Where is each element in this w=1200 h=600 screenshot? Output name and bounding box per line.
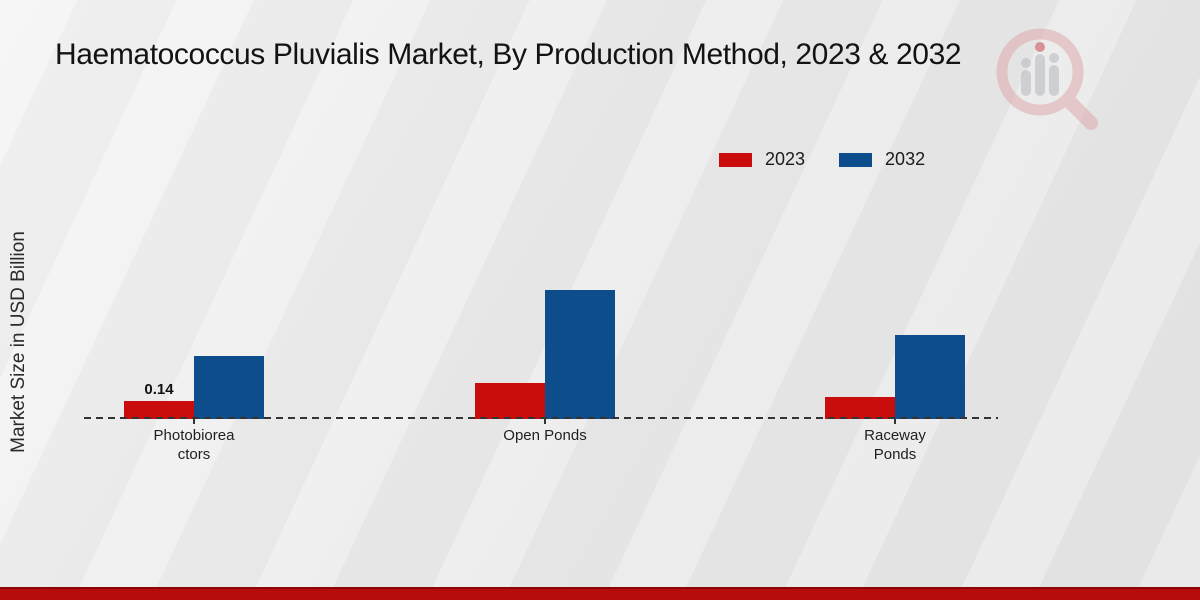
legend: 2023 2032 bbox=[719, 149, 925, 170]
bar-2032-photobioreactors bbox=[194, 356, 264, 419]
bar-2032-open-ponds bbox=[545, 290, 615, 419]
category-label-open-ponds: Open Ponds bbox=[503, 427, 587, 444]
chart-title: Haematococcus Pluvialis Market, By Produ… bbox=[55, 38, 962, 71]
bar-2023-raceway-ponds bbox=[825, 397, 895, 419]
legend-swatch-2023 bbox=[719, 152, 752, 167]
x-axis-tick-photobioreactors bbox=[193, 419, 195, 424]
legend-label-2032: 2032 bbox=[885, 149, 926, 169]
category-label-raceway-ponds: Raceway Ponds bbox=[864, 427, 926, 463]
x-axis-tick-raceway-ponds bbox=[894, 419, 896, 424]
x-axis-baseline bbox=[84, 417, 998, 419]
bar-2023-photobioreactors bbox=[124, 401, 194, 419]
legend-item-2032: 2032 bbox=[839, 149, 925, 170]
bar-2032-raceway-ponds bbox=[895, 335, 965, 419]
x-axis-tick-open-ponds bbox=[544, 419, 546, 424]
bottom-red-strip bbox=[0, 587, 1200, 600]
bar-value-label-2023-photobioreactors: 0.14 bbox=[144, 381, 174, 398]
bar-2023-open-ponds bbox=[475, 383, 545, 419]
legend-swatch-2032 bbox=[839, 152, 873, 167]
legend-label-2023: 2023 bbox=[765, 149, 806, 169]
y-axis-label: Market Size in USD Billion bbox=[8, 231, 29, 453]
magnifier-logo-watermark bbox=[996, 28, 1098, 130]
category-label-photobioreactors: Photobiorea ctors bbox=[153, 427, 235, 463]
legend-item-2023: 2023 bbox=[719, 149, 805, 170]
